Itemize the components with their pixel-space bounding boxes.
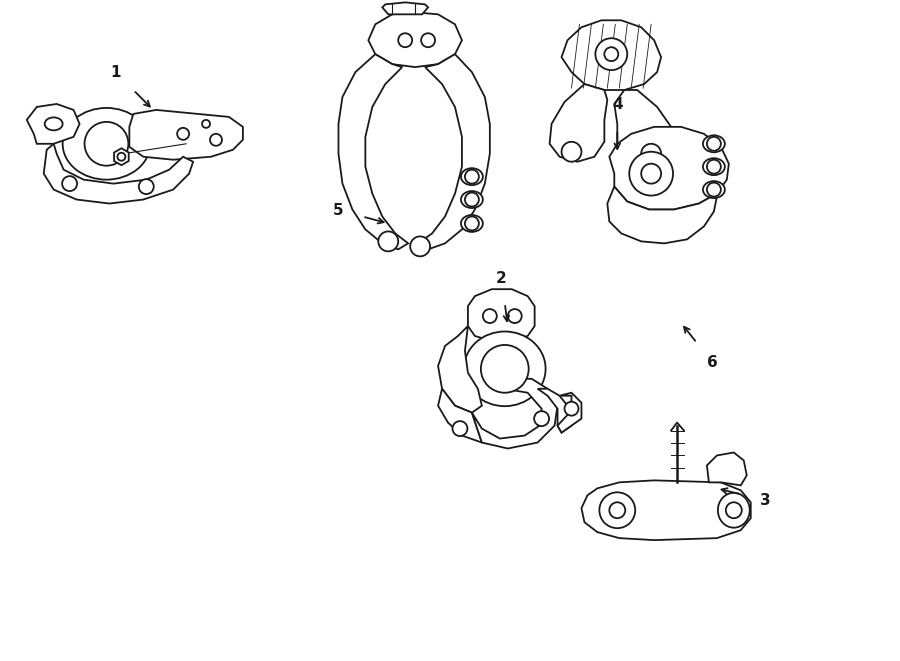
Polygon shape [44,144,193,204]
Polygon shape [130,110,243,160]
Circle shape [465,217,479,231]
Polygon shape [468,289,535,341]
Polygon shape [609,127,729,210]
Ellipse shape [703,158,724,175]
Circle shape [117,153,125,161]
Ellipse shape [461,191,483,208]
Polygon shape [550,84,608,162]
Polygon shape [472,379,557,449]
Circle shape [599,492,635,528]
Circle shape [202,120,210,128]
Polygon shape [537,389,572,432]
Circle shape [210,134,222,146]
Circle shape [534,411,549,426]
Circle shape [421,33,435,47]
Polygon shape [27,104,79,144]
Ellipse shape [63,108,150,180]
Circle shape [85,122,129,166]
Polygon shape [608,186,717,243]
Circle shape [706,137,721,151]
Circle shape [562,142,581,162]
Polygon shape [615,90,674,167]
Text: 6: 6 [707,355,718,370]
Text: 2: 2 [496,271,507,286]
Circle shape [706,182,721,196]
Circle shape [481,345,528,393]
Circle shape [725,502,742,518]
Circle shape [483,309,497,323]
Circle shape [410,237,430,256]
Circle shape [596,38,627,70]
Text: 1: 1 [111,65,121,80]
Circle shape [465,170,479,184]
Polygon shape [438,326,482,412]
Circle shape [604,47,618,61]
Ellipse shape [703,181,724,198]
Polygon shape [338,54,409,249]
Circle shape [641,144,662,164]
Polygon shape [438,389,482,442]
Circle shape [139,179,154,194]
Ellipse shape [461,168,483,185]
Polygon shape [562,20,662,90]
Text: 3: 3 [760,493,770,508]
Circle shape [629,152,673,196]
Circle shape [177,128,189,140]
Text: 4: 4 [612,97,623,112]
Circle shape [609,502,626,518]
Ellipse shape [464,332,545,406]
Polygon shape [706,453,747,485]
Circle shape [641,164,662,184]
Polygon shape [557,393,581,432]
Circle shape [398,33,412,47]
Circle shape [378,231,398,251]
Circle shape [508,309,522,323]
Polygon shape [581,481,751,540]
Polygon shape [368,13,462,67]
Ellipse shape [45,118,63,130]
Polygon shape [114,148,129,165]
Ellipse shape [718,493,750,527]
Circle shape [564,402,579,416]
Ellipse shape [461,215,483,232]
Polygon shape [382,3,428,15]
Circle shape [453,421,467,436]
Circle shape [465,192,479,206]
Circle shape [62,176,77,191]
Ellipse shape [703,136,724,152]
Text: 5: 5 [333,202,344,217]
Circle shape [706,160,721,174]
Polygon shape [418,54,490,249]
